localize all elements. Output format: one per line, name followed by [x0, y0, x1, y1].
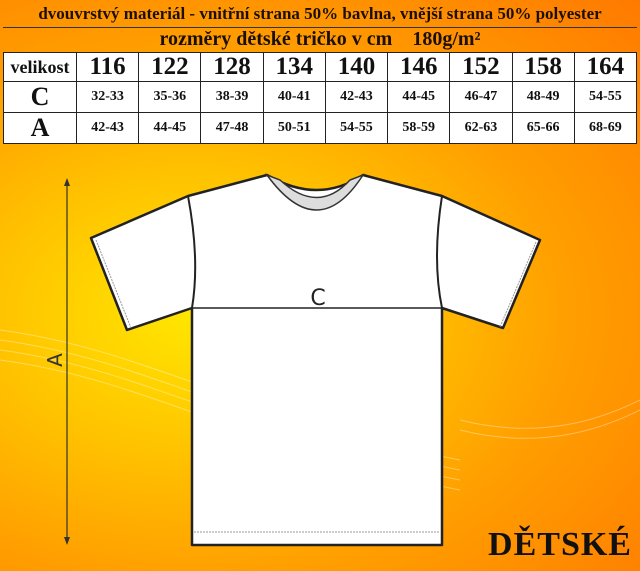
size-cell: 158 [511, 52, 575, 82]
value-cell: 65-66 [511, 112, 575, 144]
length-label: A [43, 353, 67, 367]
chart-title: rozměry dětské tričko v cm 180g/m² [159, 28, 481, 50]
value-cell: 50-51 [262, 112, 326, 144]
tshirt-shape [89, 173, 542, 547]
width-label: C [310, 286, 325, 311]
value-cell: 68-69 [573, 112, 638, 144]
size-cell: 146 [387, 52, 451, 82]
value-cell: 40-41 [262, 81, 326, 113]
size-cell: 116 [75, 52, 140, 82]
size-cell: 122 [138, 52, 202, 82]
hem-stitching [95, 239, 537, 533]
shoulder-seams [187, 195, 443, 309]
size-table: velikost 116 122 128 134 140 146 152 158… [3, 52, 638, 144]
value-cell: 35-36 [138, 81, 202, 113]
row-label: A [3, 112, 77, 144]
value-cell: 47-48 [200, 112, 264, 144]
value-cell: 42-43 [75, 112, 140, 144]
value-cell: 42-43 [324, 81, 389, 113]
value-cell: 62-63 [449, 112, 513, 144]
value-cell: 32-33 [75, 81, 140, 113]
divider [3, 27, 637, 28]
size-row: velikost 116 122 128 134 140 146 152 158… [3, 52, 638, 82]
measure-row-a: A 42-43 44-45 47-48 50-51 54-55 58-59 62… [3, 112, 638, 144]
size-label: velikost [3, 52, 77, 82]
material-note: dvouvrstvý materiál - vnitřní strana 50%… [38, 4, 602, 23]
value-cell: 44-45 [138, 112, 202, 144]
value-cell: 46-47 [449, 81, 513, 113]
size-cell: 140 [324, 52, 389, 82]
collar [264, 173, 365, 211]
category-label: DĚTSKÉ [488, 526, 632, 563]
value-cell: 54-55 [324, 112, 389, 144]
size-cell: 164 [573, 52, 638, 82]
measure-row-c: C 32-33 35-36 38-39 40-41 42-43 44-45 46… [3, 81, 638, 113]
size-cell: 134 [262, 52, 326, 82]
size-cell: 128 [200, 52, 264, 82]
value-cell: 58-59 [387, 112, 451, 144]
